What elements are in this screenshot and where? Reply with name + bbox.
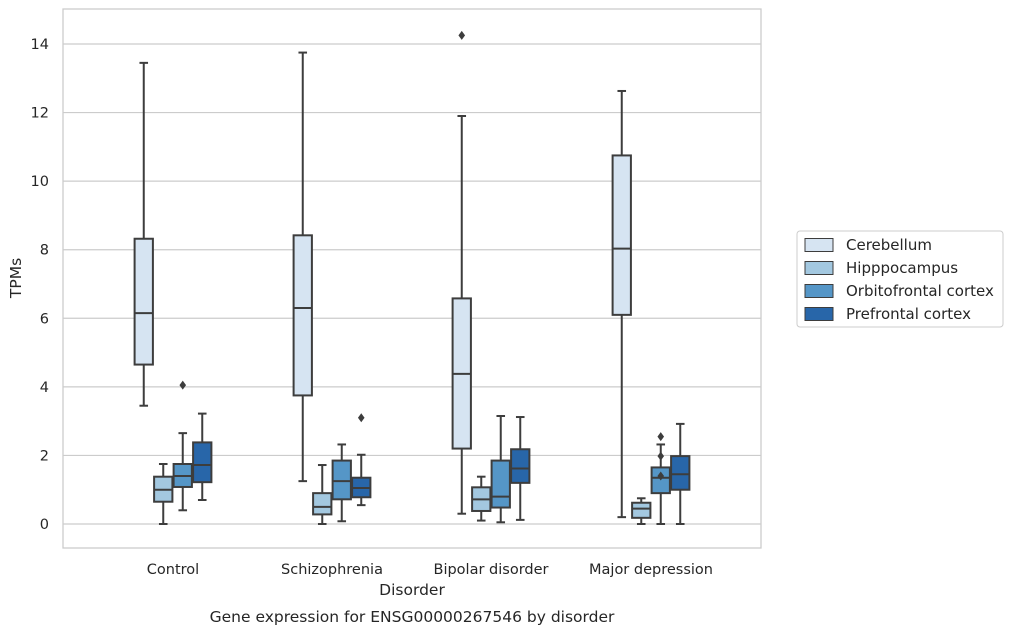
box-3-0 bbox=[192, 412, 213, 501]
box-1-0 bbox=[153, 463, 174, 525]
box-0-2 bbox=[451, 30, 472, 515]
y-tick-label-5: 10 bbox=[31, 174, 49, 190]
y-tick-label-4: 8 bbox=[40, 243, 49, 259]
legend-frame bbox=[796, 230, 1004, 328]
grid-lines bbox=[63, 43, 761, 525]
iqr-box bbox=[490, 459, 511, 509]
iqr-box bbox=[192, 441, 213, 484]
x-tick-label-3: Major depression bbox=[589, 562, 713, 578]
legend-swatch-3 bbox=[804, 307, 834, 321]
iqr-box bbox=[670, 455, 691, 491]
legend: Cerebellum Hipppocampus Orbitofrontal cort… bbox=[796, 230, 1004, 328]
plot-frame bbox=[62, 8, 762, 549]
box-1-3 bbox=[631, 497, 652, 525]
box-3-2 bbox=[510, 416, 531, 521]
box-3-1 bbox=[351, 413, 372, 507]
iqr-box bbox=[510, 448, 531, 484]
iqr-box bbox=[312, 492, 333, 516]
iqr-box bbox=[611, 154, 632, 316]
outlier-point-2 bbox=[657, 471, 665, 481]
outlier-point-0 bbox=[357, 413, 365, 423]
x-tick-label-1: Schizophrenia bbox=[281, 562, 383, 578]
legend-label-3: Prefrontal cortex bbox=[846, 305, 971, 323]
x-axis-label: Disorder bbox=[379, 581, 445, 599]
x-tick-labels: Control Schizophrenia Bipolar disorder Majo… bbox=[147, 562, 713, 578]
box-2-2 bbox=[490, 415, 511, 524]
y-tick-label-3: 6 bbox=[40, 311, 49, 327]
box-0-0 bbox=[133, 61, 154, 407]
iqr-box bbox=[292, 234, 313, 397]
box-2-0 bbox=[172, 380, 193, 512]
y-tick-label-7: 14 bbox=[31, 37, 49, 53]
y-tick-label-6: 12 bbox=[31, 106, 49, 122]
chart-title: Gene expression for ENSG00000267546 by d… bbox=[210, 608, 615, 626]
outlier-point-0 bbox=[458, 30, 466, 40]
x-tick-label-0: Control bbox=[147, 562, 199, 578]
legend-swatch-1 bbox=[804, 261, 834, 275]
y-tick-label-2: 4 bbox=[40, 380, 49, 396]
y-axis-label: TPMs bbox=[7, 258, 25, 299]
y-tick-labels: 0 2 4 6 8 10 12 14 bbox=[31, 37, 49, 533]
iqr-box bbox=[331, 459, 352, 501]
box-0-3 bbox=[611, 89, 632, 519]
outlier-point-0 bbox=[179, 380, 187, 390]
box-0-1 bbox=[292, 51, 313, 483]
box-1-1 bbox=[312, 464, 333, 525]
legend-label-2: Orbitofrontal cortex bbox=[846, 282, 994, 300]
iqr-box bbox=[631, 501, 652, 519]
box-3-3 bbox=[670, 422, 691, 525]
y-tick-label-0: 0 bbox=[40, 517, 49, 533]
iqr-box bbox=[133, 237, 154, 366]
box-1-2 bbox=[471, 475, 492, 522]
outlier-point-0 bbox=[657, 432, 665, 442]
x-tick-label-2: Bipolar disorder bbox=[434, 562, 549, 578]
y-tick-label-1: 2 bbox=[40, 448, 49, 464]
boxes bbox=[133, 30, 691, 525]
legend-label-1: Hipppocampus bbox=[846, 259, 958, 277]
legend-swatch-0 bbox=[804, 238, 834, 252]
box-2-1 bbox=[331, 443, 352, 523]
legend-swatch-2 bbox=[804, 284, 834, 298]
box-2-3 bbox=[650, 432, 671, 525]
legend-label-0: Cerebellum bbox=[846, 236, 932, 254]
outlier-point-1 bbox=[657, 451, 665, 461]
